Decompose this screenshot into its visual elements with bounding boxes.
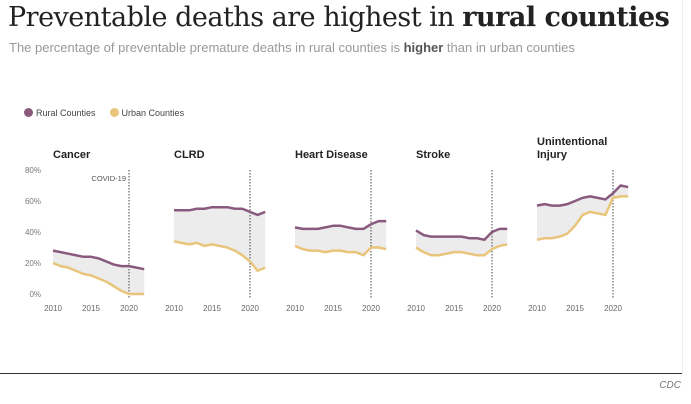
x-tick-label: 2010 [286, 304, 304, 313]
urban-series-line [415, 243, 508, 257]
legend-item-rural: Rural Counties [24, 108, 96, 118]
x-tick-label: 2015 [566, 304, 584, 313]
urban-series-line [536, 195, 629, 241]
panel-title: CLRD [174, 149, 205, 161]
y-tick-label: 20% [25, 259, 41, 268]
title-bold: rural counties [462, 2, 670, 33]
urban-swatch-icon [109, 108, 119, 117]
legend-label-rural: Rural Counties [36, 108, 96, 118]
y-tick-label: 40% [25, 228, 41, 237]
panel-title: Stroke [416, 149, 450, 161]
subtitle: The percentage of preventable premature … [9, 40, 575, 55]
subtitle-post: than in urban counties [443, 40, 575, 55]
panel-title: Heart Disease [295, 149, 368, 161]
x-tick-label: 2020 [483, 304, 501, 313]
panel-title: Cancer [53, 149, 91, 161]
gap-band [416, 228, 508, 256]
urban-series-line [173, 240, 266, 272]
frame-edge [682, 0, 683, 373]
title-regular: Preventable deaths are highest in [8, 2, 463, 33]
x-tick-label: 2010 [528, 304, 546, 313]
rural-series-line [415, 227, 508, 241]
subtitle-bold: higher [403, 40, 444, 55]
covid-annotation: COVID-19 [91, 174, 126, 183]
gap-band [53, 250, 145, 294]
rural-series-line [52, 249, 145, 271]
x-tick-label: 2020 [362, 304, 380, 313]
x-tick-label: 2010 [165, 304, 183, 313]
y-tick-label: 0% [29, 290, 41, 299]
legend-item-urban: Urban Counties [109, 108, 185, 118]
x-tick-label: 2015 [82, 304, 100, 313]
x-tick-label: 2015 [445, 304, 463, 313]
rural-series-line [174, 205, 266, 217]
rural-swatch-icon [24, 108, 33, 117]
panel-title-line: Injury [537, 149, 568, 161]
legend: Rural Counties Urban Counties [24, 108, 184, 118]
urban-series-line [294, 244, 387, 257]
x-tick-label: 2020 [604, 304, 622, 313]
x-tick-label: 2020 [120, 304, 138, 313]
gap-band [174, 207, 266, 271]
x-tick-label: 2010 [407, 304, 425, 313]
source-label: CDC [659, 380, 681, 391]
subtitle-pre: The percentage of preventable premature … [9, 40, 404, 55]
x-tick-label: 2015 [324, 304, 342, 313]
x-tick-label: 2020 [241, 304, 259, 313]
rural-series-line [536, 184, 629, 207]
footer-divider [0, 373, 682, 374]
rural-series-line [294, 219, 387, 231]
x-tick-label: 2015 [203, 304, 221, 313]
legend-label-urban: Urban Counties [121, 108, 185, 118]
panel-title-line: Unintentional [537, 136, 607, 148]
urban-series-line [52, 261, 145, 296]
page-title: Preventable deaths are highest in rural … [8, 2, 670, 33]
gap-band [537, 185, 629, 240]
y-tick-label: 80% [25, 166, 41, 175]
y-tick-label: 60% [25, 197, 41, 206]
x-tick-label: 2010 [44, 304, 62, 313]
